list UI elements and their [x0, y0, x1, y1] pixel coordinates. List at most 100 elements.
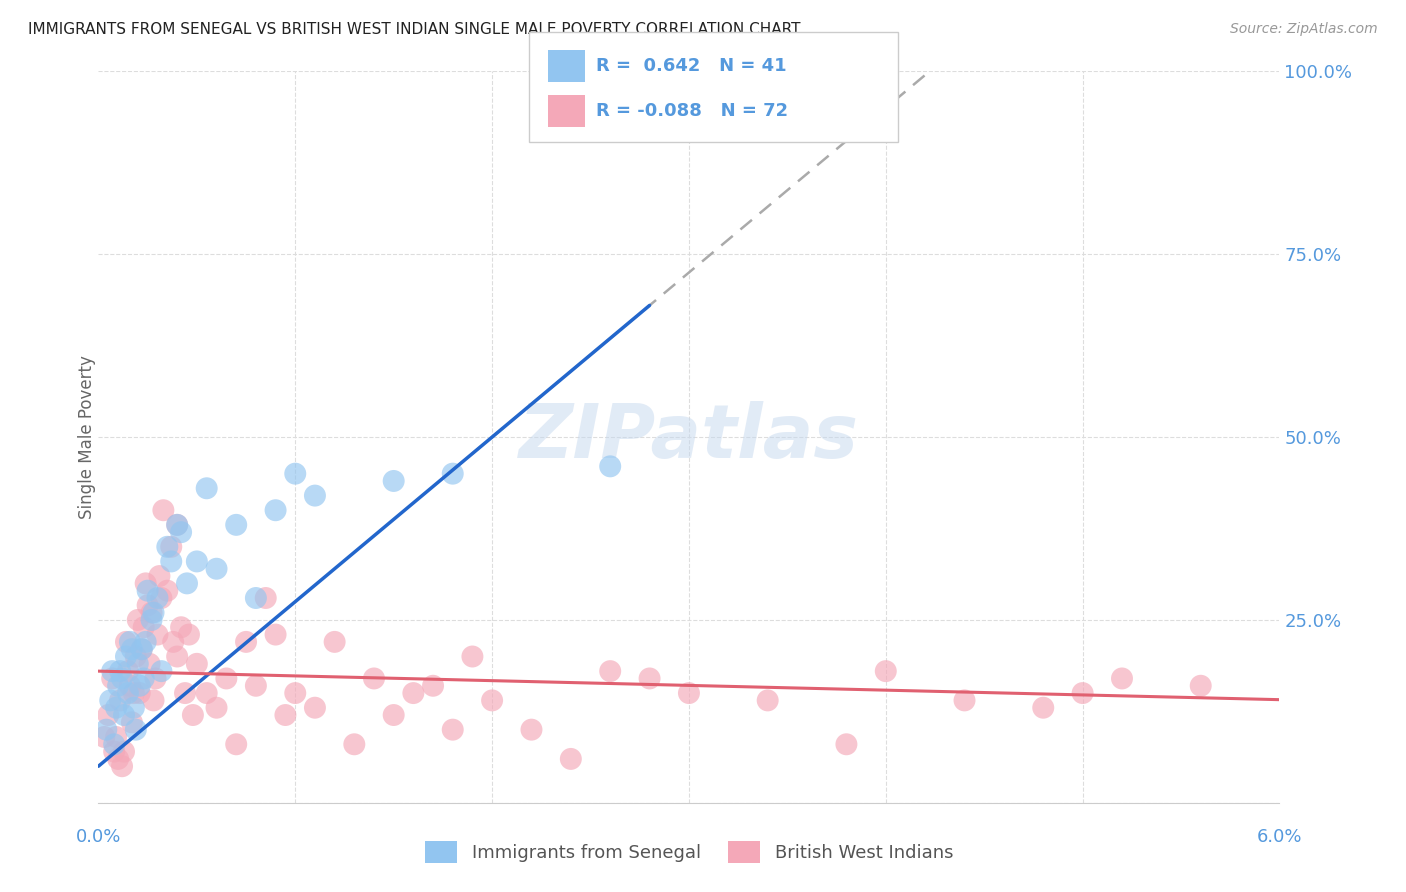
Point [225, 517, 247, 532]
Point [264, 503, 287, 517]
Point [101, 672, 124, 686]
Point [107, 752, 129, 766]
Point [166, 649, 188, 664]
Point [132, 672, 155, 686]
Point [141, 613, 163, 627]
Point [136, 599, 159, 613]
Point [363, 672, 385, 686]
Point [96, 723, 118, 737]
Point [254, 591, 277, 605]
Point [441, 467, 464, 481]
Point [150, 664, 173, 678]
Point [122, 686, 145, 700]
Point [118, 679, 141, 693]
Point [1189, 679, 1212, 693]
Point [160, 540, 183, 554]
Point [107, 679, 129, 693]
Point [382, 708, 405, 723]
Point [215, 672, 238, 686]
Point [170, 525, 193, 540]
Point [115, 635, 138, 649]
Point [235, 635, 257, 649]
Point [1071, 686, 1094, 700]
Point [599, 664, 621, 678]
Point [148, 569, 170, 583]
Point [176, 576, 198, 591]
Text: ZIPatlas: ZIPatlas [519, 401, 859, 474]
Point [112, 708, 135, 723]
Point [835, 737, 858, 751]
Point [118, 635, 141, 649]
Point [122, 700, 145, 714]
Point [142, 693, 165, 707]
Point [98, 693, 121, 707]
Point [105, 730, 128, 744]
Point [170, 620, 193, 634]
Point [132, 620, 155, 634]
Point [205, 700, 228, 714]
Point [111, 672, 134, 686]
Point [141, 606, 163, 620]
Legend: Immigrants from Senegal, British West Indians: Immigrants from Senegal, British West In… [425, 841, 953, 863]
Point [128, 679, 150, 693]
Point [127, 657, 149, 671]
Point [274, 708, 297, 723]
Point [125, 649, 148, 664]
Point [156, 583, 179, 598]
Point [121, 642, 143, 657]
Point [756, 693, 779, 707]
Point [520, 723, 543, 737]
Point [181, 708, 204, 723]
Point [93, 730, 115, 744]
Point [156, 540, 179, 554]
Point [152, 503, 174, 517]
Point [108, 664, 131, 678]
Point [97, 708, 120, 723]
Text: IMMIGRANTS FROM SENEGAL VS BRITISH WEST INDIAN SINGLE MALE POVERTY CORRELATION C: IMMIGRANTS FROM SENEGAL VS BRITISH WEST … [28, 22, 800, 37]
Point [599, 459, 621, 474]
Point [142, 606, 165, 620]
Point [284, 467, 307, 481]
Y-axis label: Single Male Poverty: Single Male Poverty [79, 355, 96, 519]
Point [150, 591, 173, 605]
Point [174, 686, 197, 700]
Point [160, 554, 183, 568]
Point [177, 627, 200, 641]
Point [111, 759, 134, 773]
Point [146, 591, 169, 605]
Point [953, 693, 976, 707]
Point [195, 481, 218, 495]
Point [162, 635, 184, 649]
Point [186, 657, 208, 671]
Point [112, 745, 135, 759]
Point [101, 664, 124, 678]
Point [131, 642, 153, 657]
Point [135, 576, 157, 591]
Text: 6.0%: 6.0% [1257, 828, 1302, 846]
Point [323, 635, 346, 649]
Point [402, 686, 425, 700]
Point [135, 635, 157, 649]
Text: R = -0.088   N = 72: R = -0.088 N = 72 [596, 102, 789, 120]
Point [115, 649, 138, 664]
Text: R =  0.642   N = 41: R = 0.642 N = 41 [596, 57, 787, 75]
Point [678, 686, 700, 700]
Point [128, 686, 150, 700]
Text: 0.0%: 0.0% [76, 828, 121, 846]
Point [125, 723, 148, 737]
Point [146, 627, 169, 641]
Point [166, 517, 188, 532]
Point [117, 664, 139, 678]
Point [1032, 700, 1054, 714]
Point [461, 649, 484, 664]
Point [108, 693, 131, 707]
Point [422, 679, 444, 693]
Point [127, 613, 149, 627]
Point [304, 700, 326, 714]
Point [117, 686, 139, 700]
Point [138, 657, 160, 671]
Point [382, 474, 405, 488]
Point [245, 591, 267, 605]
Point [195, 686, 218, 700]
Point [284, 686, 307, 700]
